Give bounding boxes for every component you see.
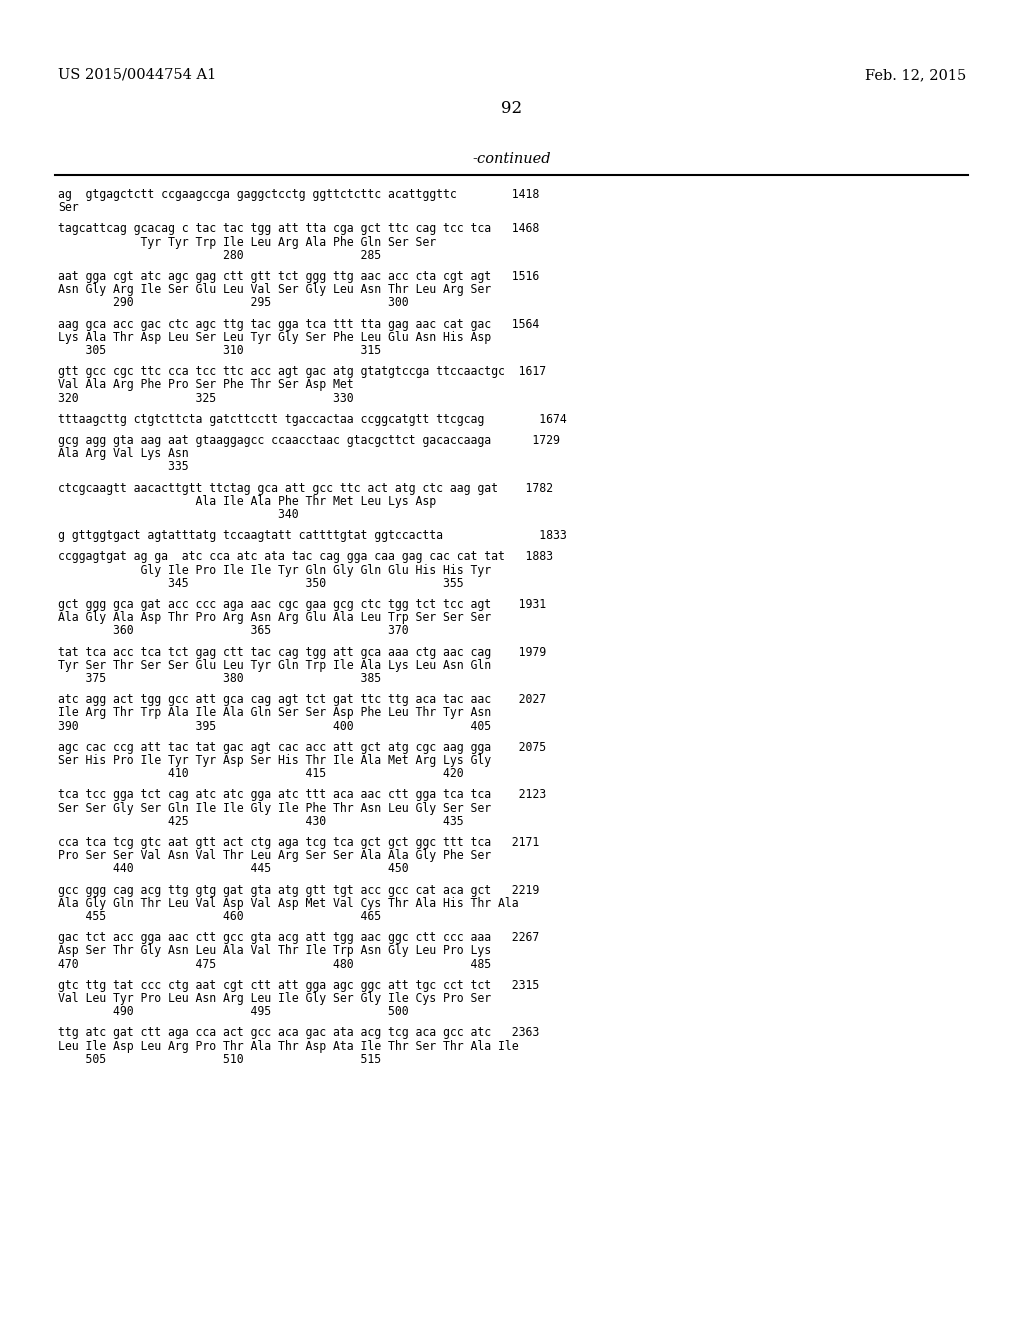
Text: -continued: -continued [473,152,551,166]
Text: 340: 340 [58,508,299,521]
Text: gtc ttg tat ccc ctg aat cgt ctt att gga agc ggc att tgc cct tct   2315: gtc ttg tat ccc ctg aat cgt ctt att gga … [58,979,540,991]
Text: 390                 395                 400                 405: 390 395 400 405 [58,719,492,733]
Text: ccggagtgat ag ga  atc cca atc ata tac cag gga caa gag cac cat tat   1883: ccggagtgat ag ga atc cca atc ata tac cag… [58,550,553,564]
Text: atc agg act tgg gcc att gca cag agt tct gat ttc ttg aca tac aac    2027: atc agg act tgg gcc att gca cag agt tct … [58,693,546,706]
Text: 345                 350                 355: 345 350 355 [58,577,464,590]
Text: Ser His Pro Ile Tyr Tyr Asp Ser His Thr Ile Ala Met Arg Lys Gly: Ser His Pro Ile Tyr Tyr Asp Ser His Thr … [58,754,492,767]
Text: Asn Gly Arg Ile Ser Glu Leu Val Ser Gly Leu Asn Thr Leu Arg Ser: Asn Gly Arg Ile Ser Glu Leu Val Ser Gly … [58,284,492,296]
Text: Tyr Ser Thr Ser Ser Glu Leu Tyr Gln Trp Ile Ala Lys Leu Asn Gln: Tyr Ser Thr Ser Ser Glu Leu Tyr Gln Trp … [58,659,492,672]
Text: 280                 285: 280 285 [58,248,381,261]
Text: 290                 295                 300: 290 295 300 [58,297,409,309]
Text: 335: 335 [58,461,188,474]
Text: ag  gtgagctctt ccgaagccga gaggctcctg ggttctcttc acattggttc        1418: ag gtgagctctt ccgaagccga gaggctcctg ggtt… [58,187,540,201]
Text: 360                 365                 370: 360 365 370 [58,624,409,638]
Text: agc cac ccg att tac tat gac agt cac acc att gct atg cgc aag gga    2075: agc cac ccg att tac tat gac agt cac acc … [58,741,546,754]
Text: 490                 495                 500: 490 495 500 [58,1006,409,1018]
Text: Gly Ile Pro Ile Ile Tyr Gln Gly Gln Glu His His Tyr: Gly Ile Pro Ile Ile Tyr Gln Gly Gln Glu … [58,564,492,577]
Text: 425                 430                 435: 425 430 435 [58,814,464,828]
Text: Pro Ser Ser Val Asn Val Thr Leu Arg Ser Ser Ala Ala Gly Phe Ser: Pro Ser Ser Val Asn Val Thr Leu Arg Ser … [58,849,492,862]
Text: Ser Ser Gly Ser Gln Ile Ile Gly Ile Phe Thr Asn Leu Gly Ser Ser: Ser Ser Gly Ser Gln Ile Ile Gly Ile Phe … [58,801,492,814]
Text: Val Ala Arg Phe Pro Ser Phe Thr Ser Asp Met: Val Ala Arg Phe Pro Ser Phe Thr Ser Asp … [58,379,353,392]
Text: Ala Gly Ala Asp Thr Pro Arg Asn Arg Glu Ala Leu Trp Ser Ser Ser: Ala Gly Ala Asp Thr Pro Arg Asn Arg Glu … [58,611,492,624]
Text: 92: 92 [502,100,522,117]
Text: Leu Ile Asp Leu Arg Pro Thr Ala Thr Asp Ata Ile Thr Ser Thr Ala Ile: Leu Ile Asp Leu Arg Pro Thr Ala Thr Asp … [58,1040,518,1052]
Text: aag gca acc gac ctc agc ttg tac gga tca ttt tta gag aac cat gac   1564: aag gca acc gac ctc agc ttg tac gga tca … [58,318,540,330]
Text: tat tca acc tca tct gag ctt tac cag tgg att gca aaa ctg aac cag    1979: tat tca acc tca tct gag ctt tac cag tgg … [58,645,546,659]
Text: gcg agg gta aag aat gtaaggagcc ccaacctaac gtacgcttct gacaccaaga      1729: gcg agg gta aag aat gtaaggagcc ccaacctaa… [58,434,560,447]
Text: 505                 510                 515: 505 510 515 [58,1053,381,1065]
Text: tagcattcag gcacag c tac tac tgg att tta cga gct ttc cag tcc tca   1468: tagcattcag gcacag c tac tac tgg att tta … [58,222,540,235]
Text: gtt gcc cgc ttc cca tcc ttc acc agt gac atg gtatgtccga ttccaactgc  1617: gtt gcc cgc ttc cca tcc ttc acc agt gac … [58,366,546,379]
Text: Asp Ser Thr Gly Asn Leu Ala Val Thr Ile Trp Asn Gly Leu Pro Lys: Asp Ser Thr Gly Asn Leu Ala Val Thr Ile … [58,944,492,957]
Text: 320                 325                 330: 320 325 330 [58,392,353,405]
Text: 470                 475                 480                 485: 470 475 480 485 [58,957,492,970]
Text: Lys Ala Thr Asp Leu Ser Leu Tyr Gly Ser Phe Leu Glu Asn His Asp: Lys Ala Thr Asp Leu Ser Leu Tyr Gly Ser … [58,331,492,343]
Text: gcc ggg cag acg ttg gtg gat gta atg gtt tgt acc gcc cat aca gct   2219: gcc ggg cag acg ttg gtg gat gta atg gtt … [58,883,540,896]
Text: Ala Ile Ala Phe Thr Met Leu Lys Asp: Ala Ile Ala Phe Thr Met Leu Lys Asp [58,495,436,508]
Text: 455                 460                 465: 455 460 465 [58,909,381,923]
Text: Ile Arg Thr Trp Ala Ile Ala Gln Ser Ser Asp Phe Leu Thr Tyr Asn: Ile Arg Thr Trp Ala Ile Ala Gln Ser Ser … [58,706,492,719]
Text: Tyr Tyr Trp Ile Leu Arg Ala Phe Gln Ser Ser: Tyr Tyr Trp Ile Leu Arg Ala Phe Gln Ser … [58,235,436,248]
Text: tttaagcttg ctgtcttcta gatcttcctt tgaccactaa ccggcatgtt ttcgcag        1674: tttaagcttg ctgtcttcta gatcttcctt tgaccac… [58,413,566,426]
Text: ttg atc gat ctt aga cca act gcc aca gac ata acg tcg aca gcc atc   2363: ttg atc gat ctt aga cca act gcc aca gac … [58,1027,540,1039]
Text: g gttggtgact agtatttatg tccaagtatt cattttgtat ggtccactta              1833: g gttggtgact agtatttatg tccaagtatt cattt… [58,529,566,543]
Text: gct ggg gca gat acc ccc aga aac cgc gaa gcg ctc tgg tct tcc agt    1931: gct ggg gca gat acc ccc aga aac cgc gaa … [58,598,546,611]
Text: ctcgcaagtt aacacttgtt ttctag gca att gcc ttc act atg ctc aag gat    1782: ctcgcaagtt aacacttgtt ttctag gca att gcc… [58,482,553,495]
Text: tca tcc gga tct cag atc atc gga atc ttt aca aac ctt gga tca tca    2123: tca tcc gga tct cag atc atc gga atc ttt … [58,788,546,801]
Text: Ser: Ser [58,201,79,214]
Text: Val Leu Tyr Pro Leu Asn Arg Leu Ile Gly Ser Gly Ile Cys Pro Ser: Val Leu Tyr Pro Leu Asn Arg Leu Ile Gly … [58,993,492,1005]
Text: 305                 310                 315: 305 310 315 [58,345,381,356]
Text: 440                 445                 450: 440 445 450 [58,862,409,875]
Text: US 2015/0044754 A1: US 2015/0044754 A1 [58,69,216,82]
Text: cca tca tcg gtc aat gtt act ctg aga tcg tca gct gct ggc ttt tca   2171: cca tca tcg gtc aat gtt act ctg aga tcg … [58,836,540,849]
Text: 410                 415                 420: 410 415 420 [58,767,464,780]
Text: Ala Gly Gln Thr Leu Val Asp Val Asp Met Val Cys Thr Ala His Thr Ala: Ala Gly Gln Thr Leu Val Asp Val Asp Met … [58,896,518,909]
Text: Feb. 12, 2015: Feb. 12, 2015 [864,69,966,82]
Text: 375                 380                 385: 375 380 385 [58,672,381,685]
Text: Ala Arg Val Lys Asn: Ala Arg Val Lys Asn [58,447,188,461]
Text: aat gga cgt atc agc gag ctt gtt tct ggg ttg aac acc cta cgt agt   1516: aat gga cgt atc agc gag ctt gtt tct ggg … [58,271,540,282]
Text: gac tct acc gga aac ctt gcc gta acg att tgg aac ggc ctt ccc aaa   2267: gac tct acc gga aac ctt gcc gta acg att … [58,931,540,944]
